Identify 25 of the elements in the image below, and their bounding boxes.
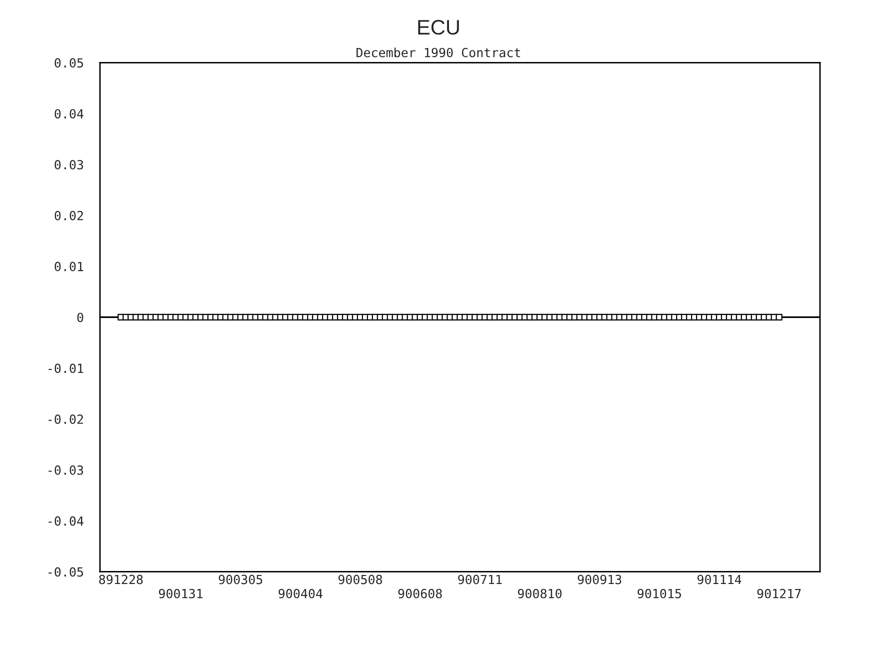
x-tick-label: 900305: [218, 574, 262, 584]
y-tick-label: 0.01: [54, 262, 84, 272]
y-tick-label: 0.02: [54, 210, 83, 220]
y-tick-label: -0.05: [48, 567, 84, 577]
y-tick-label: -0.01: [48, 364, 84, 374]
x-tick-label: 901217: [757, 588, 801, 598]
x-tick-label: 900913: [578, 574, 622, 584]
y-tick-label: 0.04: [54, 109, 84, 119]
x-tick-label: 900810: [518, 588, 562, 598]
chart-subtitle: December 1990 Contract: [356, 48, 520, 58]
y-tick-label: 0: [77, 312, 84, 322]
y-tick-label: -0.03: [48, 465, 84, 475]
chart-title: ECU: [418, 20, 459, 35]
x-tick-label: 900508: [338, 574, 382, 584]
x-tick-label: 900711: [458, 574, 502, 584]
x-tick-label: 891228: [99, 574, 143, 584]
x-tick-label: 901114: [697, 574, 742, 584]
x-tick-label: 900131: [158, 588, 202, 598]
y-tick-label: -0.04: [48, 516, 84, 526]
x-tick-label: 900404: [278, 588, 322, 598]
y-tick-label: 0.05: [54, 58, 84, 68]
x-tick-label: 900608: [398, 588, 442, 598]
x-tick-label: 901015: [638, 588, 682, 598]
y-tick-label: 0.03: [54, 160, 84, 170]
y-tick-label: -0.02: [48, 414, 83, 424]
